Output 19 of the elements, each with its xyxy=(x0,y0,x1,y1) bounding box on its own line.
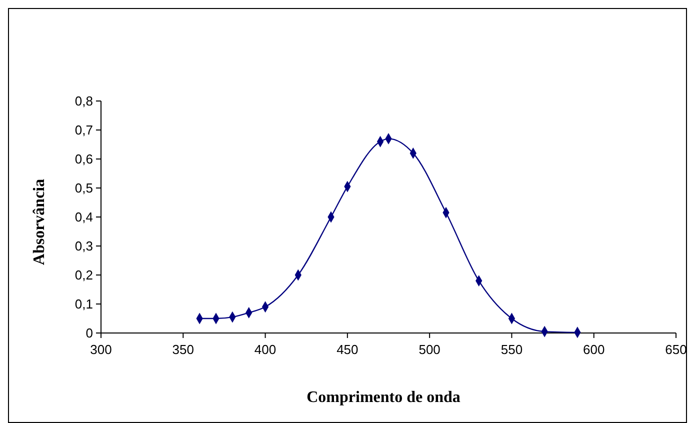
x-tick-label: 400 xyxy=(254,342,276,357)
y-tick-label: 0,6 xyxy=(74,152,93,166)
x-tick-label: 550 xyxy=(500,342,523,357)
y-tick-label: 0,7 xyxy=(74,122,93,138)
y-tick-label: 0,5 xyxy=(74,180,93,196)
x-tick-label: 350 xyxy=(172,342,194,357)
y-tick-label: 0,2 xyxy=(74,268,93,282)
x-axis-title: Comprimento de onda xyxy=(306,389,460,406)
y-tick-label: 0,3 xyxy=(74,238,93,254)
x-tick-label: 300 xyxy=(90,342,112,357)
y-tick-label: 0 xyxy=(86,326,93,340)
x-tick-label: 450 xyxy=(336,342,358,357)
x-tick-label: 500 xyxy=(418,342,440,357)
y-tick-label: 0,1 xyxy=(74,296,93,312)
y-axis-title: Absorvância xyxy=(31,178,48,266)
y-tick-label: 0,8 xyxy=(74,94,93,108)
x-tick-label: 600 xyxy=(583,342,605,357)
y-tick-label: 0,4 xyxy=(74,210,93,224)
x-tick-label: 650 xyxy=(665,342,687,357)
